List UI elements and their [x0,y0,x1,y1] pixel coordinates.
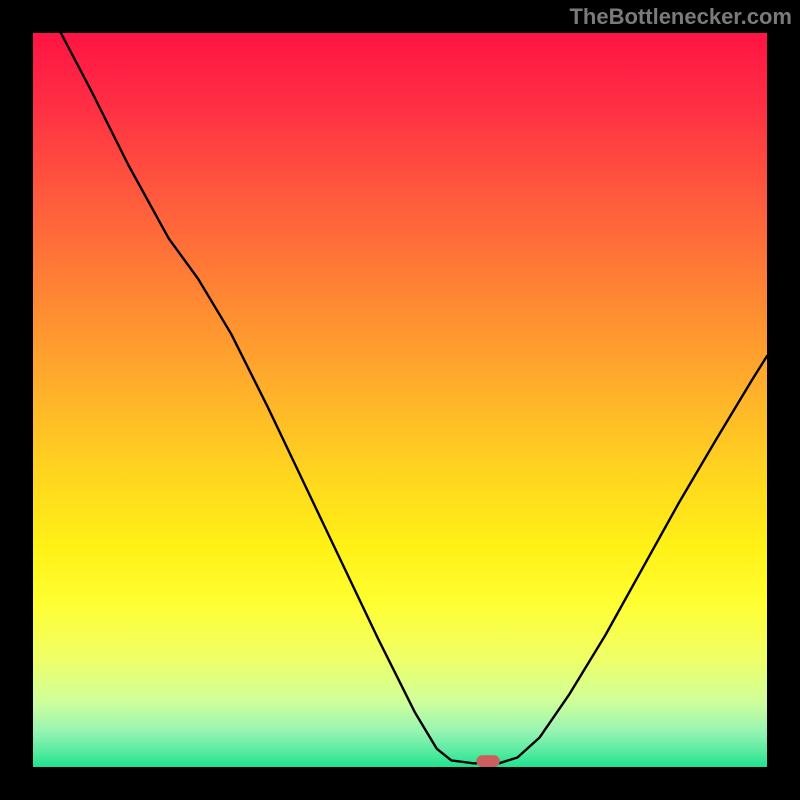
optimal-marker [476,755,499,767]
chart-svg [0,0,800,800]
watermark-label: TheBottlenecker.com [569,4,792,30]
plot-background [33,33,767,767]
chart-container: TheBottlenecker.com [0,0,800,800]
